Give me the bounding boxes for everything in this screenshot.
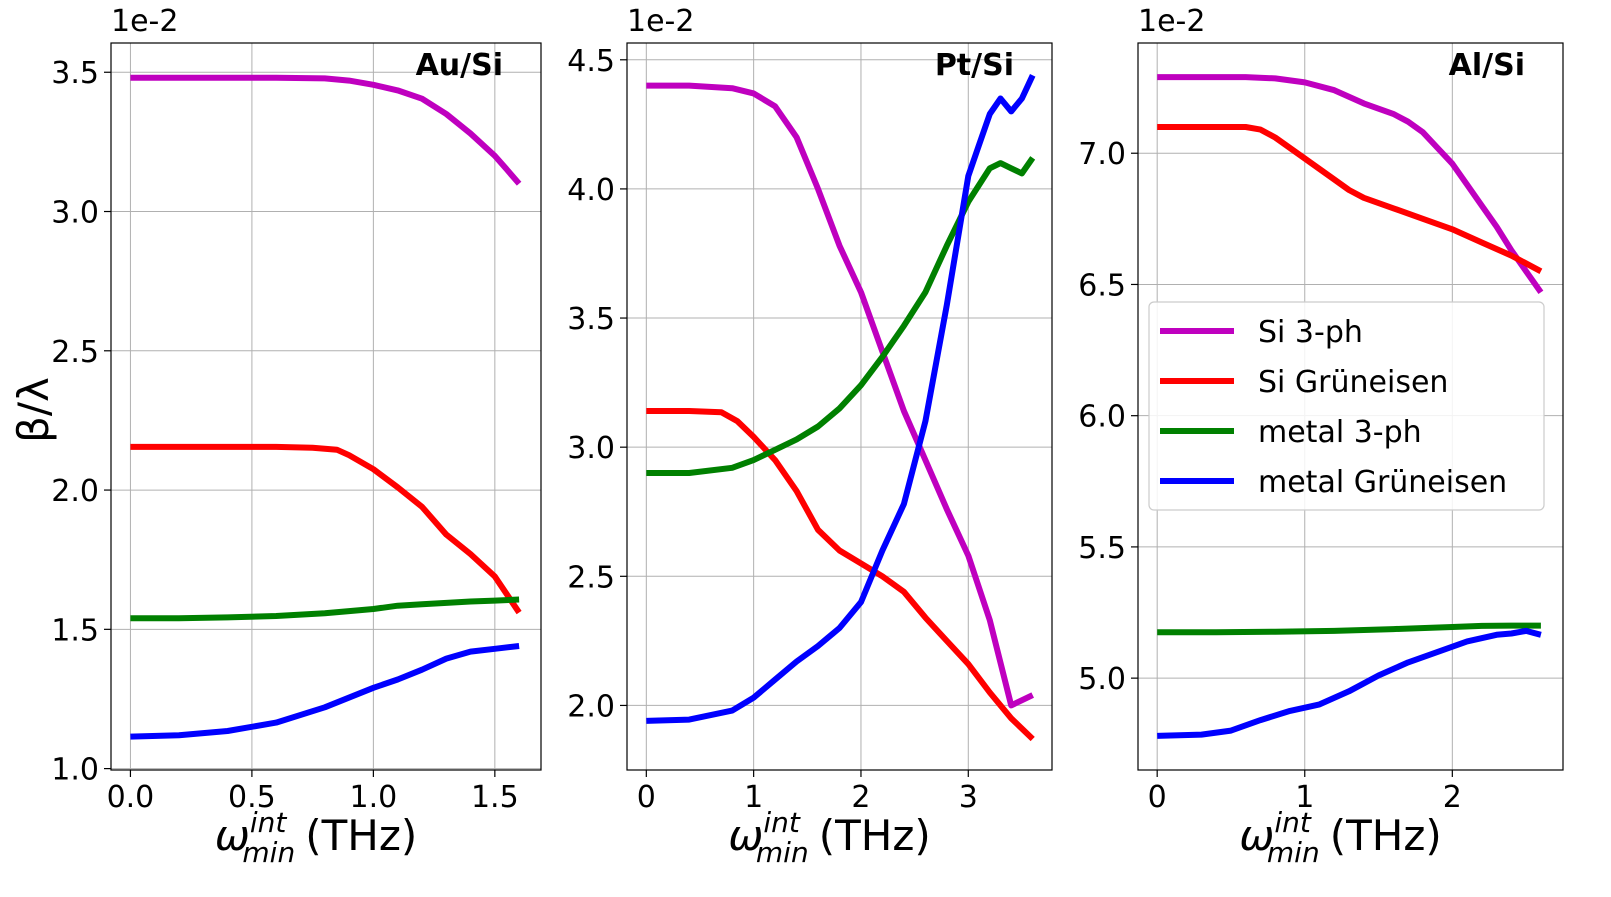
y-tick-label: 5.0 <box>1078 662 1126 697</box>
panel-2: 0 1 2 3 2.0 2.5 3.0 3.5 4.0 4.5 1e-2 Pt/Si ωint min (T… <box>567 4 1053 869</box>
legend-box <box>1148 301 1545 511</box>
y-tick-label: 3.0 <box>51 196 99 231</box>
series-line-si-3ph <box>130 74 522 186</box>
x-tick-label: 0 <box>637 780 656 815</box>
y-tick-label: 4.0 <box>567 173 615 208</box>
y-tick-label: 2.0 <box>567 689 615 724</box>
y-tick-label: 2.5 <box>51 335 99 370</box>
panel-1: 0.0 0.5 1.0 1.5 1.0 1.5 2.0 2.5 3.0 3.5 1e-2 Au/Si ω… <box>51 4 542 869</box>
series-line-metal-grun <box>1157 627 1542 739</box>
offset-label: 1e-2 <box>111 4 178 39</box>
series-line-si-grun <box>130 443 522 615</box>
x-tick-label: 2 <box>1443 780 1462 815</box>
x-tick-label: 3 <box>959 780 978 815</box>
legend-label: Si Grüneisen <box>1258 365 1448 400</box>
y-tick-label: 1.0 <box>51 753 99 788</box>
legend-label: metal 3-ph <box>1258 415 1422 450</box>
y-tick-label: 5.5 <box>1078 531 1126 566</box>
y-axis-label: β/λ <box>9 377 58 443</box>
x-tick-label: 0.5 <box>228 780 276 815</box>
series-line-metal-3ph <box>646 156 1036 476</box>
offset-label: 1e-2 <box>1138 4 1205 39</box>
x-tick-label: 1 <box>744 780 763 815</box>
y-tick-label: 4.5 <box>567 44 615 79</box>
panel-title: Au/Si <box>416 48 503 83</box>
series-line-si-grun <box>1157 124 1543 274</box>
x-tick-label: 0.0 <box>107 780 155 815</box>
legend-label: Si 3-ph <box>1258 315 1363 350</box>
y-tick-label: 1.5 <box>51 613 99 648</box>
x-tick-label: 0 <box>1148 780 1167 815</box>
panel-title: Al/Si <box>1449 48 1525 83</box>
axes-frame <box>1137 42 1564 771</box>
series-line-metal-3ph <box>1157 622 1541 636</box>
x-axis-label: ωint min (THz) <box>1239 806 1442 869</box>
offset-label: 1e-2 <box>627 4 694 39</box>
y-tick-label: 2.0 <box>51 474 99 509</box>
axes-frame <box>626 42 1053 771</box>
axes-frame <box>110 42 542 771</box>
y-tick-label: 3.5 <box>51 56 99 91</box>
series-line-si-3ph <box>646 82 1034 709</box>
series-line-si-3ph <box>1157 74 1544 295</box>
x-tick-label: 1.5 <box>471 780 519 815</box>
legend: Si 3-ph Si Grüneisen metal 3-ph metal Grüne… <box>1148 301 1545 511</box>
y-tick-label: 7.0 <box>1078 137 1126 172</box>
legend-label: metal Grüneisen <box>1258 465 1507 500</box>
y-tick-label: 3.5 <box>567 302 615 337</box>
y-tick-label: 2.5 <box>567 560 615 595</box>
x-axis-label: ωint min (THz) <box>215 806 418 869</box>
panel-title: Pt/Si <box>935 48 1014 83</box>
x-tick-label: 1.0 <box>350 780 398 815</box>
series-line-metal-grun <box>646 74 1036 724</box>
series-line-metal-3ph <box>130 596 520 622</box>
y-tick-label: 6.5 <box>1078 268 1126 303</box>
series-line-metal-grun <box>130 643 520 740</box>
x-tick-label: 2 <box>851 780 870 815</box>
x-axis-label: ωint min (THz) <box>728 806 931 869</box>
y-tick-label: 3.0 <box>567 431 615 466</box>
y-tick-label: 6.0 <box>1078 400 1126 435</box>
x-tick-label: 1 <box>1295 780 1314 815</box>
series-line-si-grun <box>646 408 1035 742</box>
